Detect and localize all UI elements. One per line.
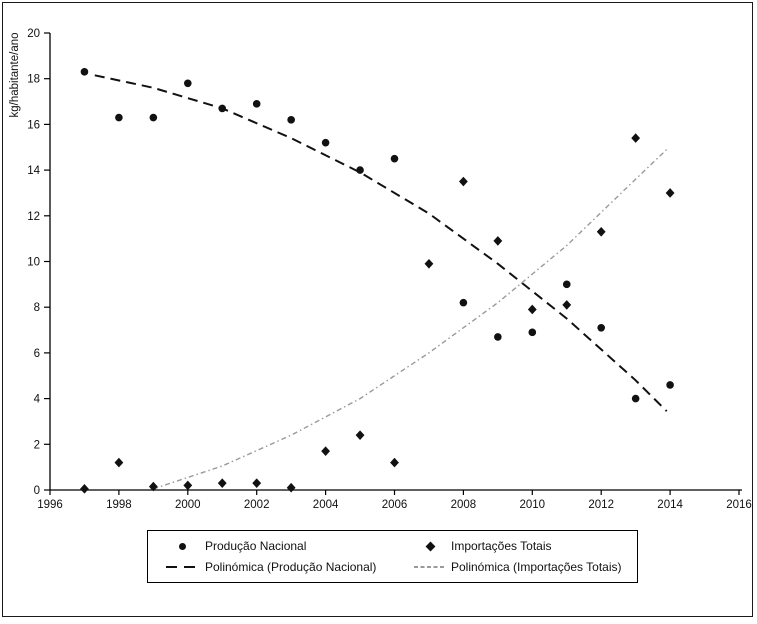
data-point-diamond (183, 480, 193, 491)
y-axis-title: kg/habitante/ano (9, 32, 21, 117)
x-tick-label: 1996 (37, 499, 63, 511)
y-tick-label: 12 (27, 211, 40, 223)
x-tick-label: 2006 (382, 499, 408, 511)
series-1 (80, 133, 675, 494)
data-point-circle (218, 104, 227, 113)
data-point-diamond (252, 478, 262, 488)
legend-label: Produção Nacional (205, 539, 307, 553)
x-axis-ticks: 1996 1998 2000 2002 2004 2006 2008 2010 2012 2014… (37, 490, 752, 511)
dash-dot-line-icon (414, 566, 444, 568)
legend-box: Produção Nacional Importações Totais Pol… (147, 530, 638, 583)
data-point-circle (80, 68, 89, 76)
y-tick-label: 10 (27, 257, 40, 269)
data-point-diamond (562, 300, 572, 310)
data-point-diamond (459, 176, 468, 187)
data-point-diamond (80, 484, 89, 494)
data-point-circle (356, 166, 364, 174)
trendline-1 (153, 148, 668, 490)
data-point-circle (666, 381, 674, 389)
legend-item-producao: Produção Nacional (179, 539, 306, 553)
data-point-diamond (631, 133, 641, 143)
x-tick-label: 2004 (313, 499, 339, 511)
data-point-diamond (321, 446, 330, 456)
trendline-0 (94, 74, 668, 412)
data-point-circle (528, 328, 537, 337)
data-point-circle (631, 394, 640, 403)
x-tick-label: 2016 (726, 499, 752, 511)
data-point-circle (287, 116, 295, 124)
data-point-diamond (114, 457, 124, 468)
data-point-diamond (493, 236, 503, 246)
data-point-circle (115, 113, 123, 122)
series-0 (80, 68, 674, 403)
y-tick-label: 6 (34, 348, 40, 360)
x-tick-label: 2014 (657, 499, 683, 511)
legend-label: Polinómica (Importações Totais) (451, 560, 622, 574)
data-point-circle (597, 323, 605, 332)
x-tick-label: 2000 (175, 499, 201, 511)
legend-label: Importações Totais (451, 539, 552, 553)
y-tick-label: 8 (34, 302, 40, 314)
data-point-diamond (355, 430, 365, 440)
data-point-diamond (665, 188, 675, 198)
data-point-circle (494, 333, 502, 341)
x-tick-label: 2002 (244, 499, 270, 511)
data-point-circle (321, 138, 330, 147)
x-tick-label: 1998 (106, 499, 132, 511)
data-point-circle (459, 298, 468, 307)
x-tick-label: 2012 (588, 499, 614, 511)
data-point-diamond (390, 457, 399, 468)
diamond-marker-icon (425, 541, 436, 551)
data-point-circle (252, 100, 261, 108)
data-point-circle (184, 79, 192, 88)
data-point-circle (149, 113, 158, 122)
y-tick-label: 20 (27, 28, 40, 40)
y-tick-label: 16 (27, 119, 40, 131)
y-axis-ticks: 0 2 4 6 8 10 12 14 16 18 20 (27, 28, 50, 497)
data-point-diamond (424, 258, 434, 269)
data-point-diamond (286, 482, 296, 493)
y-tick-label: 0 (34, 485, 40, 497)
data-point-circle (562, 280, 571, 289)
y-tick-label: 14 (27, 165, 40, 177)
data-point-diamond (148, 481, 158, 492)
x-tick-label: 2008 (451, 499, 477, 511)
legend-item-importacoes: Importações Totais (425, 539, 552, 553)
dashed-line-icon (166, 565, 198, 569)
circle-marker-icon (179, 542, 186, 550)
y-tick-label: 4 (34, 394, 41, 406)
data-point-diamond (217, 478, 227, 488)
y-tick-label: 18 (27, 74, 40, 86)
data-point-diamond (596, 226, 606, 237)
legend-item-trend-importacoes: Polinómica (Importações Totais) (414, 560, 622, 574)
legend-item-trend-producao: Polinómica (Produção Nacional) (166, 560, 376, 574)
legend-label: Polinómica (Produção Nacional) (205, 560, 377, 574)
data-point-diamond (527, 304, 537, 315)
x-tick-label: 2010 (520, 499, 546, 511)
data-point-circle (390, 154, 399, 163)
y-tick-label: 2 (34, 439, 40, 451)
